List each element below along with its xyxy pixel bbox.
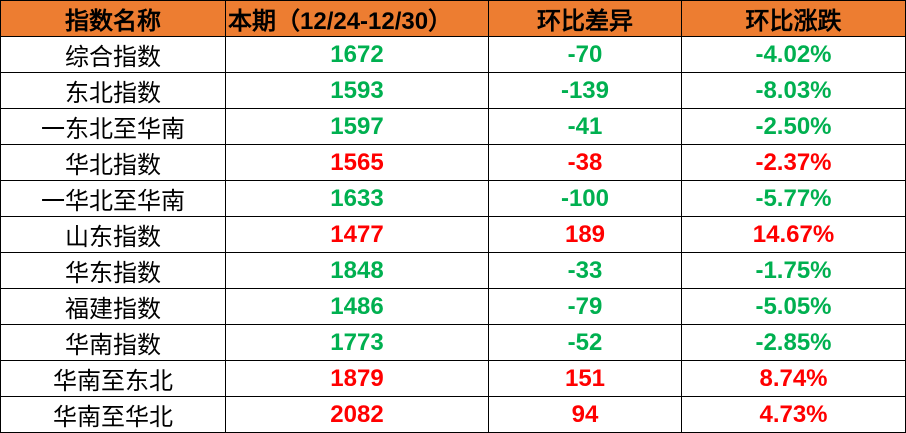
cell-value: 1773 [225,324,489,361]
cell-diff: -139 [488,72,682,109]
cell-value: 1593 [225,72,489,109]
table-row: 华东指数 1848 -33 -1.75% [0,252,906,289]
cell-value: 2082 [225,396,489,433]
cell-name: 华东指数 [0,252,226,289]
cell-diff: -38 [488,144,682,181]
cell-value: 1486 [225,288,489,325]
cell-diff: -70 [488,36,682,73]
table-row: 综合指数 1672 -70 -4.02% [0,36,906,73]
cell-name: 一华北至华南 [0,180,226,217]
cell-diff: -41 [488,108,682,145]
table-row: 山东指数 1477 189 14.67% [0,216,906,253]
cell-pct: -2.37% [681,144,906,181]
table-row: 华南至东北 1879 151 8.74% [0,360,906,397]
cell-name: 华南指数 [0,324,226,361]
cell-name: 一东北至华南 [0,108,226,145]
cell-pct: -2.85% [681,324,906,361]
header-current: 本期（12/24-12/30） [225,0,489,37]
cell-pct: -5.05% [681,288,906,325]
table-row: 华南指数 1773 -52 -2.85% [0,324,906,361]
cell-pct: -1.75% [681,252,906,289]
cell-pct: -8.03% [681,72,906,109]
cell-diff: 189 [488,216,682,253]
table-row: 华北指数 1565 -38 -2.37% [0,144,906,181]
cell-name: 福建指数 [0,288,226,325]
cell-value: 1879 [225,360,489,397]
cell-value: 1633 [225,180,489,217]
header-row: 指数名称 本期（12/24-12/30） 环比差异 环比涨跌 [0,0,906,37]
cell-diff: -100 [488,180,682,217]
cell-value: 1477 [225,216,489,253]
cell-pct: 8.74% [681,360,906,397]
cell-diff: -79 [488,288,682,325]
cell-pct: -2.50% [681,108,906,145]
cell-pct: -4.02% [681,36,906,73]
header-pct: 环比涨跌 [681,0,906,37]
cell-name: 华北指数 [0,144,226,181]
cell-value: 1565 [225,144,489,181]
cell-diff: -52 [488,324,682,361]
header-diff: 环比差异 [488,0,682,37]
cell-pct: 4.73% [681,396,906,433]
cell-value: 1672 [225,36,489,73]
cell-name: 山东指数 [0,216,226,253]
table-row: 福建指数 1486 -79 -5.05% [0,288,906,325]
table-row: 一东北至华南 1597 -41 -2.50% [0,108,906,145]
cell-name: 华南至华北 [0,396,226,433]
cell-name: 综合指数 [0,36,226,73]
cell-diff: 94 [488,396,682,433]
cell-name: 华南至东北 [0,360,226,397]
header-name: 指数名称 [0,0,226,37]
cell-pct: 14.67% [681,216,906,253]
table-row: 华南至华北 2082 94 4.73% [0,396,906,433]
cell-value: 1848 [225,252,489,289]
cell-pct: -5.77% [681,180,906,217]
cell-diff: -33 [488,252,682,289]
cell-value: 1597 [225,108,489,145]
cell-diff: 151 [488,360,682,397]
cell-name: 东北指数 [0,72,226,109]
table-row: 一华北至华南 1633 -100 -5.77% [0,180,906,217]
table-row: 东北指数 1593 -139 -8.03% [0,72,906,109]
